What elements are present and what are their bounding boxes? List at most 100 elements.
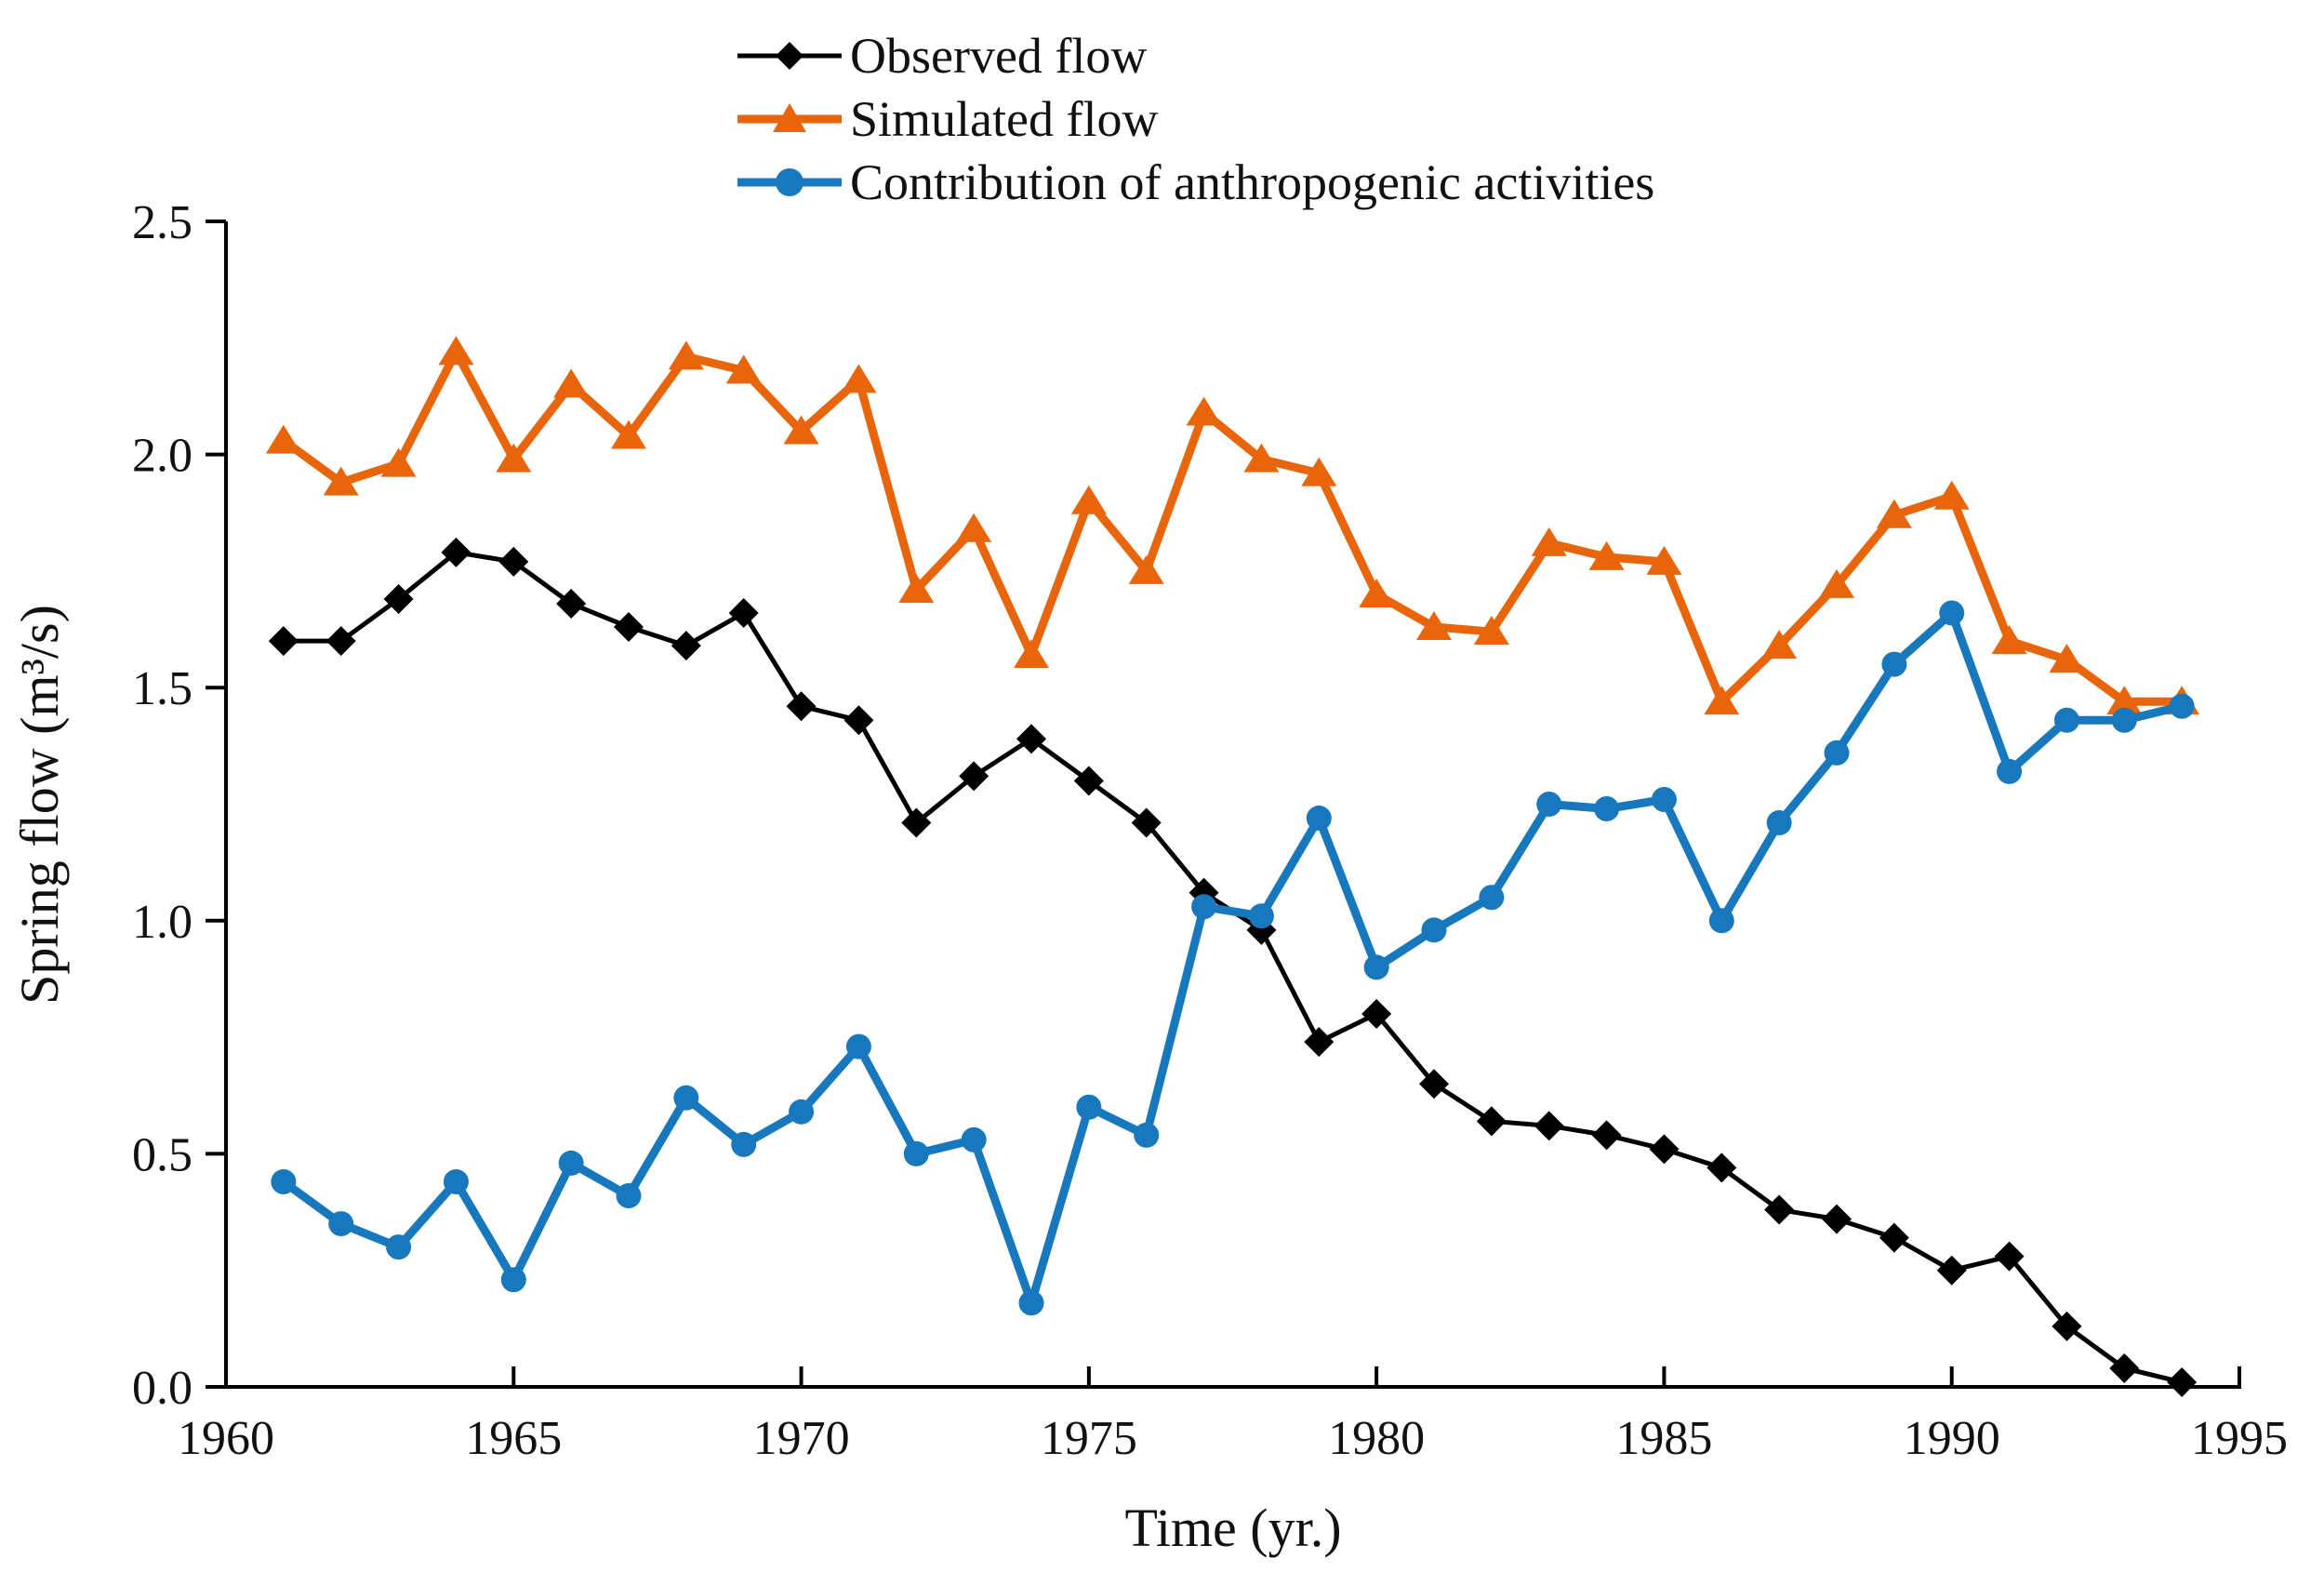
data-point-circle: [1479, 885, 1505, 911]
data-point-diamond: [2109, 1352, 2140, 1383]
data-point-circle: [1939, 600, 1965, 626]
data-point-circle: [1708, 908, 1734, 934]
data-point-diamond: [268, 626, 299, 657]
data-point-diamond: [498, 546, 529, 577]
series-layer: [265, 336, 2200, 1397]
data-point-triangle: [1301, 457, 1337, 486]
data-point-triangle: [380, 447, 417, 477]
data-point-triangle: [1761, 630, 1798, 659]
series-line: [279, 608, 2186, 1308]
data-point-triangle: [496, 443, 532, 473]
data-point-circle: [1134, 1122, 1160, 1148]
data-point-circle: [1018, 1290, 1044, 1316]
data-point-circle: [616, 1183, 642, 1209]
x-tick-label: 1980: [1328, 1412, 1425, 1465]
x-tick-label: 1965: [465, 1412, 562, 1465]
diamond-marker-icon: [737, 42, 842, 70]
y-tick-label: 1.0: [132, 896, 193, 949]
data-point-circle: [1594, 796, 1620, 822]
y-tick-label: 2.5: [132, 196, 193, 249]
x-tick-label: 1975: [1041, 1412, 1137, 1465]
y-tick-label: 0.0: [132, 1362, 193, 1415]
data-point-circle: [2053, 707, 2079, 733]
data-point-triangle: [1704, 686, 1740, 715]
data-point-diamond: [786, 691, 817, 722]
axes: 0.0 0.5 1.0 1.5 2.0 2.5 1960 1965 1970 1975 1980 19…: [132, 196, 2288, 1465]
data-point-circle: [731, 1131, 757, 1157]
data-point-triangle: [1531, 526, 1567, 556]
data-point-circle: [673, 1085, 699, 1111]
series-simulated-flow: [265, 336, 2200, 715]
data-point-triangle: [1991, 625, 2027, 655]
legend-label-observed-flow: Observed flow: [850, 28, 1148, 84]
data-point-circle: [328, 1211, 354, 1237]
data-point-diamond: [614, 612, 644, 643]
data-point-diamond: [2052, 1311, 2082, 1341]
data-point-triangle: [1588, 540, 1625, 570]
data-point-circle: [1997, 758, 2023, 784]
data-point-diamond: [901, 807, 932, 838]
data-point-triangle: [323, 466, 359, 496]
data-point-diamond: [1534, 1111, 1564, 1141]
data-point-diamond: [1476, 1106, 1507, 1137]
data-point-diamond: [1016, 724, 1046, 754]
x-tick-label: 1990: [1904, 1412, 2000, 1465]
data-point-diamond: [383, 583, 414, 614]
legend-item-simulated-flow: Simulated flow: [735, 87, 1654, 151]
data-point-diamond: [671, 631, 701, 661]
data-point-circle: [1824, 739, 1850, 766]
data-point-diamond: [2167, 1366, 2198, 1397]
data-point-triangle: [898, 573, 935, 603]
data-point-diamond: [1419, 1069, 1449, 1099]
circle-marker-icon: [737, 168, 842, 196]
series-line: [279, 347, 2186, 706]
chart-legend: Observed flow Simulated flow Contributio…: [735, 24, 1654, 214]
data-point-triangle: [2106, 686, 2143, 715]
x-axis-title: Time (yr.): [1124, 1498, 1341, 1558]
data-point-diamond: [1822, 1204, 1852, 1234]
data-point-diamond: [1994, 1241, 2025, 1272]
x-tick-label: 1960: [178, 1412, 274, 1465]
data-point-triangle: [1359, 578, 1395, 607]
data-point-diamond: [1706, 1152, 1737, 1183]
data-point-triangle: [668, 340, 704, 370]
series-contribution-of-anthropogenic-activities: [271, 600, 2195, 1316]
data-point-triangle: [1186, 396, 1222, 426]
data-point-triangle: [1646, 545, 1682, 575]
data-point-triangle: [1014, 639, 1049, 669]
x-tick-label: 1985: [1615, 1412, 1712, 1465]
data-point-circle: [1248, 903, 1274, 929]
data-point-diamond: [1879, 1222, 1909, 1253]
data-point-triangle: [841, 364, 877, 393]
data-point-triangle: [611, 420, 646, 449]
series-line: [281, 550, 2185, 1385]
data-point-circle: [1766, 810, 1792, 836]
y-tick-label: 1.5: [132, 662, 193, 715]
data-point-circle: [1651, 786, 1677, 812]
x-tick-label: 1995: [2191, 1412, 2288, 1465]
data-point-diamond: [1936, 1255, 1967, 1286]
data-point-diamond: [441, 537, 471, 567]
data-point-triangle: [1819, 568, 1854, 598]
data-point-diamond: [1304, 1027, 1335, 1058]
data-point-circle: [1076, 1094, 1102, 1120]
legend-label-contribution: Contribution of anthropogenic activities: [850, 154, 1655, 210]
data-point-circle: [1881, 651, 1907, 677]
data-point-circle: [500, 1267, 526, 1293]
data-point-triangle: [783, 415, 819, 445]
data-point-triangle: [1473, 616, 1509, 646]
triangle-marker-icon: [737, 103, 842, 132]
data-point-triangle: [1070, 485, 1107, 514]
y-tick-label: 2.0: [132, 430, 193, 483]
data-point-circle: [2111, 707, 2137, 733]
data-point-diamond: [843, 705, 874, 736]
data-point-triangle: [265, 424, 301, 454]
data-point-triangle: [956, 513, 992, 542]
data-point-diamond: [959, 761, 989, 792]
data-point-circle: [271, 1168, 297, 1194]
data-point-triangle: [553, 368, 590, 398]
data-point-triangle: [1128, 554, 1164, 584]
data-point-circle: [961, 1126, 987, 1152]
data-point-diamond: [1073, 766, 1104, 796]
